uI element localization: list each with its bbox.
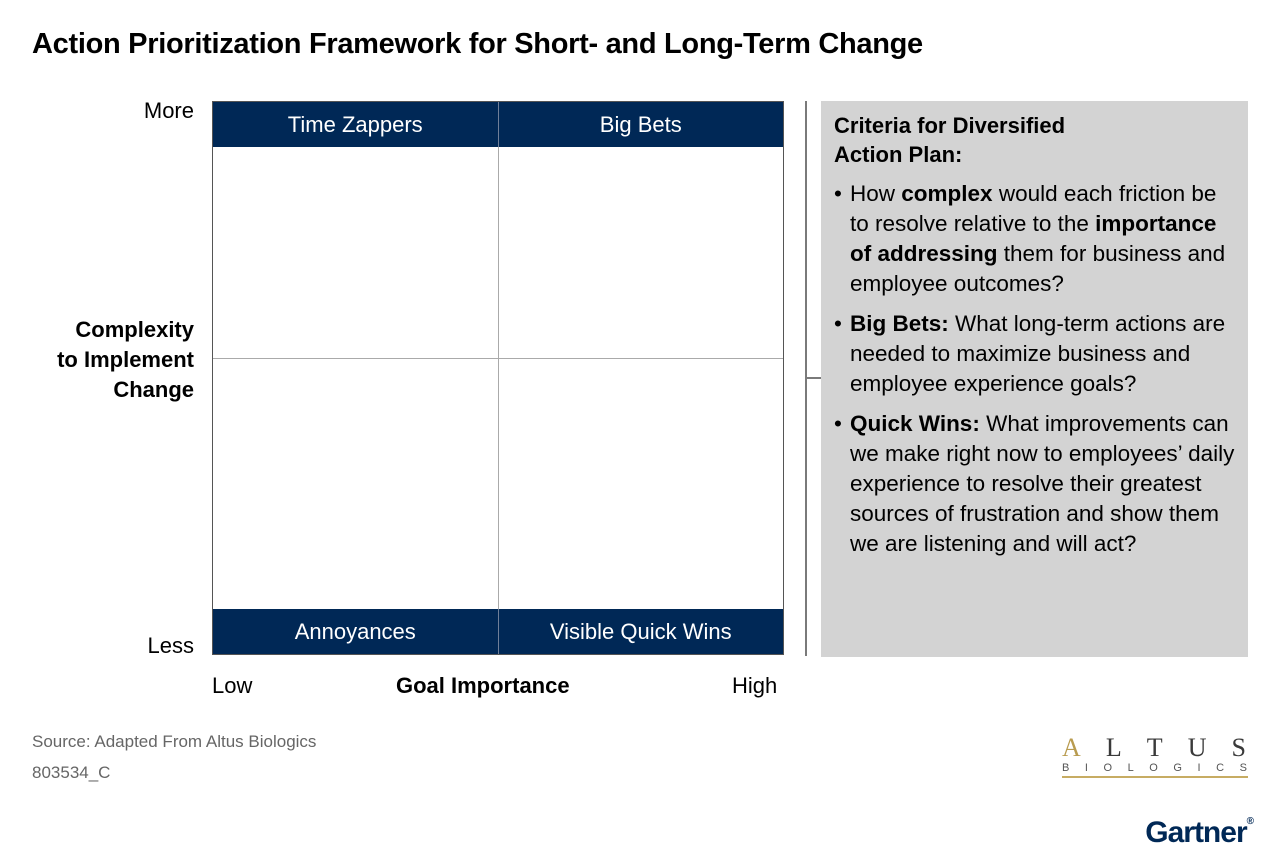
- criteria-text: them for business and employee outcomes?: [850, 241, 1226, 296]
- y-axis-title: Complexity to Implement Change: [57, 315, 194, 405]
- altus-letter: U: [1187, 733, 1209, 762]
- matrix-bottom-band: Annoyances Visible Quick Wins: [213, 609, 783, 654]
- altus-sub-letter: O: [1103, 762, 1114, 774]
- gartner-wordmark: Gartner: [1145, 816, 1247, 849]
- y-axis-top-label: More: [143, 98, 194, 123]
- criteria-item-big-bets: • Big Bets: What long-term actions are n…: [834, 309, 1238, 399]
- criteria-item-quick-wins: • Quick Wins: What improvements can we m…: [834, 409, 1238, 559]
- figure-code: 803534_C: [32, 763, 111, 782]
- criteria-list: • How complex would each friction be to …: [834, 179, 1238, 559]
- altus-letter: S: [1231, 733, 1248, 762]
- y-axis-title-line: Change: [113, 377, 194, 402]
- quadrant-visible-quick-wins: Visible Quick Wins: [497, 609, 784, 654]
- criteria-emphasis: Big Bets:: [850, 311, 949, 336]
- altus-sub-letter: S: [1239, 762, 1248, 774]
- bullet-icon: •: [834, 311, 842, 336]
- altus-letter: L: [1105, 733, 1124, 762]
- bullet-icon: •: [834, 411, 842, 436]
- gartner-logo: Gartner®: [1145, 816, 1254, 850]
- criteria-emphasis: importance of addressing: [850, 211, 1217, 266]
- quadrant-time-zappers: Time Zappers: [287, 111, 423, 137]
- criteria-text: would each friction be to resolve relati…: [850, 181, 1217, 236]
- criteria-text: How: [850, 181, 902, 206]
- y-axis-bottom-label: Less: [147, 633, 194, 658]
- source-note: Source: Adapted From Altus Biologics: [32, 732, 317, 751]
- quadrant-big-bets: Big Bets: [497, 102, 784, 147]
- matrix-horizontal-divider: [213, 358, 783, 359]
- altus-sub-letter: C: [1216, 762, 1226, 774]
- quadrant-annoyances: Annoyances: [294, 618, 416, 644]
- matrix-top-band: Time Zappers Big Bets: [213, 102, 783, 147]
- altus-sub-letter: I: [1084, 762, 1089, 774]
- altus-sub-letter: G: [1173, 762, 1183, 774]
- altus-letter: A: [1062, 733, 1083, 762]
- criteria-panel-title: Criteria for Diversified Action Plan:: [834, 113, 1066, 167]
- bullet-icon: •: [834, 181, 842, 206]
- x-axis-right-label: High: [732, 673, 778, 698]
- page-title: Action Prioritization Framework for Shor…: [32, 28, 923, 60]
- y-axis-title-line: Complexity: [75, 317, 194, 342]
- altus-biologics-logo: A L T U S B I O L O G I C S: [1062, 734, 1248, 780]
- criteria-panel: Criteria for Diversified Action Plan: • …: [821, 101, 1248, 657]
- x-axis-left-label: Low: [212, 673, 253, 698]
- y-axis-title-line: to Implement: [57, 347, 194, 372]
- altus-letter: T: [1146, 733, 1165, 762]
- criteria-emphasis: Quick Wins:: [850, 411, 980, 436]
- matrix-vertical-divider: [498, 102, 499, 654]
- criteria-text: What improvements can we make right now …: [850, 411, 1235, 556]
- altus-sub-letter: L: [1127, 762, 1135, 774]
- prioritization-matrix: Time Zappers Big Bets Annoyances Visible…: [212, 101, 784, 655]
- criteria-text: What long-term actions are needed to max…: [850, 311, 1226, 396]
- criteria-item-complexity: • How complex would each friction be to …: [834, 179, 1238, 299]
- altus-subtitle: B I O L O G I C S: [1062, 762, 1248, 774]
- altus-sub-letter: O: [1149, 762, 1159, 774]
- criteria-emphasis: complex: [901, 181, 993, 206]
- altus-underline: [1062, 776, 1248, 778]
- altus-sub-letter: B: [1062, 762, 1071, 774]
- bracket-connector: [805, 377, 821, 379]
- x-axis-title: Goal Importance: [396, 673, 570, 698]
- registered-mark: ®: [1246, 816, 1254, 827]
- altus-sub-letter: I: [1197, 762, 1202, 774]
- altus-wordmark: A L T U S: [1062, 734, 1248, 762]
